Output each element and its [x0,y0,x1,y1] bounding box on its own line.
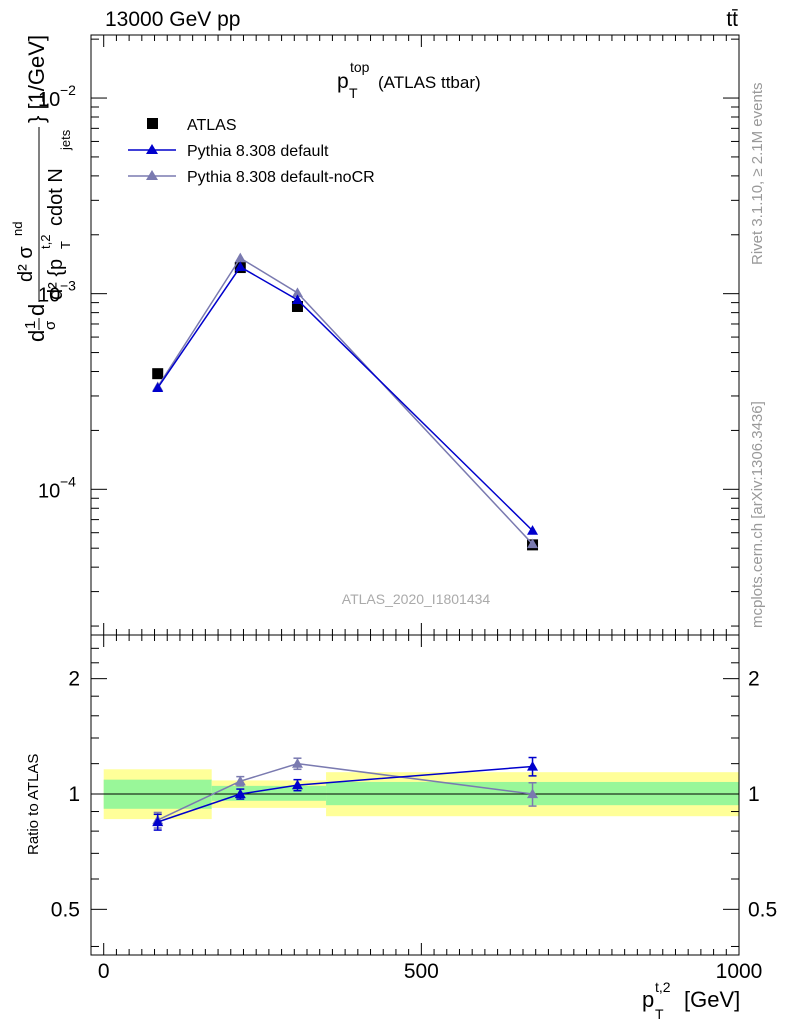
default-ratio-point [291,779,303,790]
atlas-data-point [152,368,164,380]
legend: ATLAS Pythia 8.308 default Pythia 8.308 … [128,117,375,186]
nocr-ratio-point [527,788,539,799]
header-right: tt̄ [726,8,738,31]
default-main-point [152,382,164,392]
title-suffix: (ATLAS ttbar) [378,73,481,92]
ratio-y-tick-label-right: 2 [748,668,760,691]
nocr-main-point [527,538,539,549]
ratio-y-tick-label-left: 0.5 [51,898,80,921]
ylabel-frac2-den: d² {p [45,259,67,300]
x-tick-label: 1000 [716,960,763,983]
title-sub: T [349,85,358,101]
plot-title: p top T (ATLAS ttbar) [337,59,481,101]
nocr-main-point [234,252,246,263]
main-y-tick-label-exp: −3 [60,278,76,294]
ylabel-d1: d [24,330,49,342]
main-y-tick-label-base: 10 [38,285,60,307]
legend-atlas-label: ATLAS [187,117,237,134]
default-main-line [157,265,534,532]
legend-default-label: Pythia 8.308 default [187,143,329,160]
ylabel-frac2-num: d² σ [15,246,37,282]
main-y-tick-label-base: 10 [38,89,60,111]
ylabel-frac2-den-sub: T [58,241,73,249]
default-ratio-point [234,788,246,799]
header-left: 13000 GeV pp [105,8,240,31]
ratio-y-tick-label-right: 1 [748,783,760,806]
ylabel-frac2-den-sup: t,2 [38,235,53,249]
main-y-tick-label-exp: −2 [60,82,76,98]
legend-default-marker [146,144,158,154]
default-main-point [527,525,539,535]
ylabel-frac1-num: 1 [22,321,39,329]
ratio-y-tick-label-left: 2 [68,668,80,691]
x-tick-label: 500 [404,960,439,983]
xlabel-unit: [GeV] [684,987,740,1012]
ratio-frame [90,634,740,956]
xlabel-sub: T [655,1006,664,1022]
legend-nocr-label: Pythia 8.308 default-noCR [187,169,375,186]
ylabel-frac1-den: σ [42,320,59,330]
ratio-panel [90,634,740,956]
ylabel-frac2-num-sup: nd [10,222,25,236]
axis-ticks [90,35,740,955]
nocr-ratio-point [234,775,246,786]
main-y-tick-label-exp: −4 [60,473,76,489]
data-marks [152,252,539,831]
main-y-axis-label: d 1 σ d d² σ nd d² {p t,2 T cdot N jets … [10,35,73,342]
tick-labels: 10−410−310 −20.5 0.51 12 20 500 1000 [38,82,777,983]
legend-nocr-marker [146,170,158,180]
default-main-point [234,261,246,272]
default-ratio-line [157,765,533,823]
title-p: p [337,70,349,93]
ylabel-frac2-den-tail-sub: jets [58,129,73,151]
ratio-y-tick-label-left: 1 [68,783,80,806]
x-tick-label: 0 [98,960,110,983]
xlabel-sup: t,2 [655,979,671,995]
ratio-y-tick-label-right: 0.5 [748,898,777,921]
x-axis-label: p t,2 T [GeV] [642,979,740,1022]
default-ratio-point [152,816,164,827]
nocr-ratio-point [291,758,303,768]
legend-atlas-marker [147,118,158,129]
rivet-label: Rivet 3.1.10, ≥ 2.1M events [749,83,766,266]
analysis-tag: ATLAS_2020_I1801434 [342,591,491,607]
ylabel-d2: d [24,304,49,316]
nocr-main-line [157,257,534,545]
atlas-data-point [291,300,303,312]
default-main-point [291,294,303,304]
main-y-tick-label-base: 10 [38,480,60,502]
default-ratio-point [527,760,539,771]
mcplots-label: mcplots.cern.ch [arXiv:1306.3436] [749,401,766,628]
ratio-y-axis-label: Ratio to ATLAS [25,754,42,855]
ylabel-brace-close: } [1/GeV] [24,35,49,123]
nocr-ratio-line [157,762,533,821]
title-sup: top [350,59,370,75]
xlabel-p: p [642,987,654,1012]
ylabel-frac2-den-tail: cdot N [45,168,67,226]
nocr-main-point [291,287,303,297]
